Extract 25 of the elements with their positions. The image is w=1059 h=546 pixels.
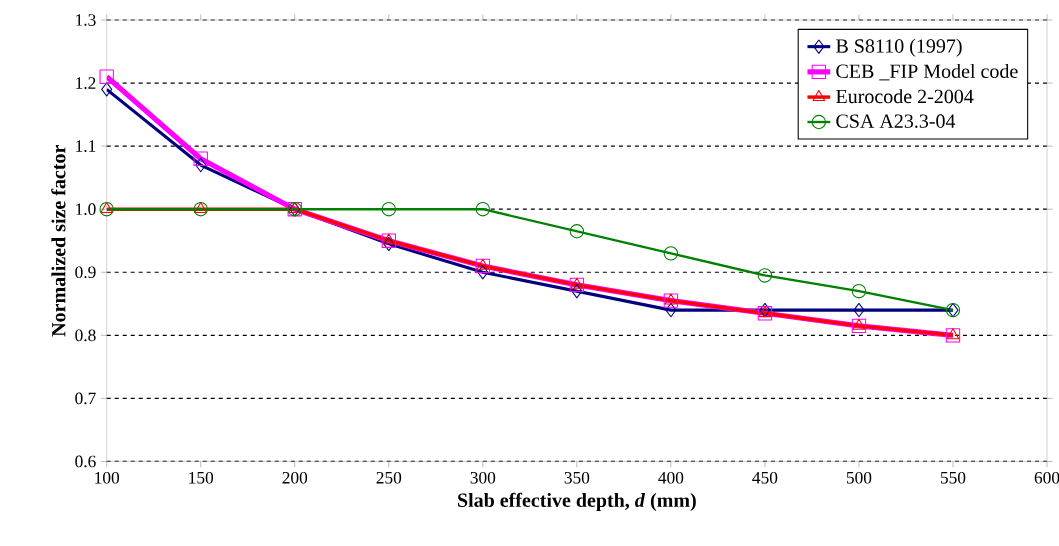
x-tick-label: 500 (846, 472, 872, 484)
y-tick-label: 0.6 (75, 455, 96, 468)
x-tick-label: 600 (1034, 472, 1059, 484)
x-tick-label: 550 (940, 472, 966, 484)
y-tick-label: 1.3 (76, 14, 96, 27)
y-tick-label: 0.9 (75, 266, 96, 279)
y-tick-label: 0.8 (75, 329, 96, 342)
y-tick-label: 1.1 (76, 140, 96, 153)
legend-label: Eurocode 2-2004 (836, 89, 974, 104)
y-tick-label: 0.7 (75, 392, 96, 405)
x-tick-label: 350 (564, 472, 590, 484)
x-tick-label: 300 (470, 472, 496, 484)
x-axis-title: Slab effective depth, d (mm) (458, 492, 696, 512)
x-tick-label: 150 (189, 472, 214, 484)
legend-label: CEB _FIP Model code (836, 64, 1018, 81)
y-tick-label: 1.0 (76, 203, 96, 216)
x-tick-label: 400 (658, 472, 684, 484)
x-tick-label: 100 (95, 472, 120, 484)
y-tick-label: 1.2 (76, 77, 96, 90)
legend-label: CSA A23.3-04 (836, 114, 956, 129)
x-tick-label: 450 (752, 472, 778, 484)
x-tick-label: 250 (376, 472, 402, 484)
legend-label: B S8110 (1997) (836, 38, 962, 58)
y-axis-title: Normalized size factor (51, 145, 66, 337)
x-tick-label: 200 (282, 472, 308, 484)
